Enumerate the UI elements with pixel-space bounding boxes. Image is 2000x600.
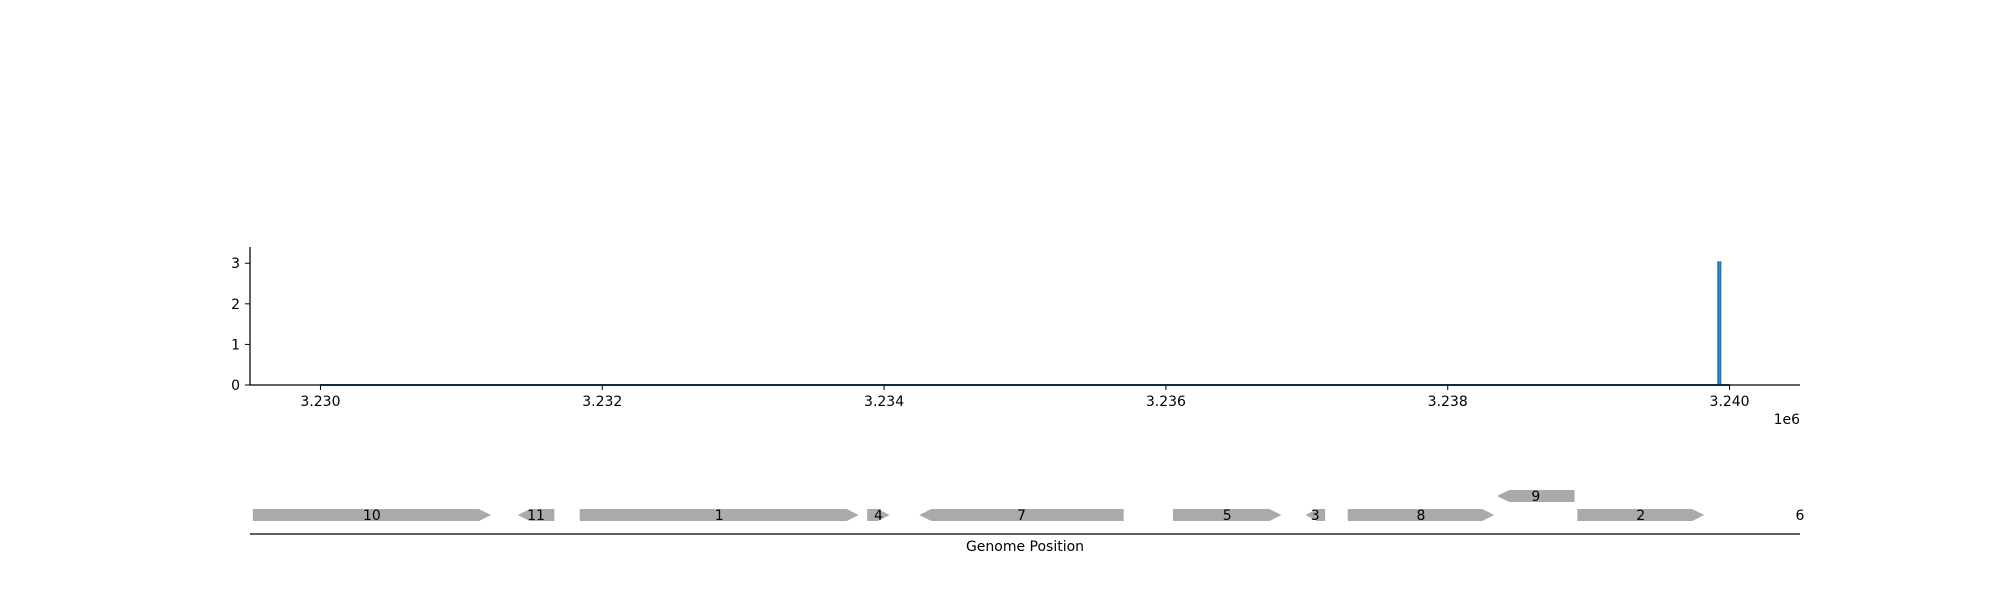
- gene-label: 11: [527, 508, 545, 524]
- gene-label: 2: [1636, 508, 1645, 524]
- y-ticks: 0 1 2 3: [231, 256, 250, 394]
- gene-label: 10: [363, 508, 381, 524]
- gene-arrow: [1577, 509, 1705, 521]
- gene-arrow: [919, 509, 1124, 521]
- gene-label: 5: [1223, 508, 1232, 524]
- y-tick-label: 2: [231, 297, 240, 313]
- gene-arrow: [1172, 509, 1282, 521]
- gene-axis-label: Genome Position: [966, 539, 1084, 555]
- y-tick-label: 1: [231, 337, 240, 353]
- gene-label: 9: [1531, 489, 1540, 505]
- signal-series-line: [320, 261, 1730, 386]
- signal-marks: [320, 261, 1730, 386]
- gene-label: 4: [874, 508, 883, 524]
- gene-arrow: [579, 509, 859, 521]
- gene-label: 6: [1796, 508, 1805, 524]
- signal-plot: 0 1 2 3 3.230 3.232 3.234 3.236 3.238 3.240 1e6: [231, 247, 1800, 428]
- x-tick-label: 3.232: [582, 394, 622, 410]
- gene-arrow: [1305, 509, 1326, 521]
- gene-label: 1: [715, 508, 724, 524]
- gene-label: 3: [1311, 508, 1320, 524]
- gene-label: 7: [1017, 508, 1026, 524]
- x-tick-label: 3.230: [300, 394, 340, 410]
- y-tick-label: 3: [231, 256, 240, 272]
- gene-arrow: [867, 509, 890, 521]
- x-tick-label: 3.234: [864, 394, 904, 410]
- x-offset-label: 1e6: [1774, 412, 1801, 428]
- y-tick-label: 0: [231, 378, 240, 394]
- gene-marks: 10 11 1 4 7 5 3 892 6: [252, 489, 1805, 524]
- gene-track: 10 11 1 4 7 5 3 892 6 Genome Position: [250, 489, 1805, 555]
- x-tick-label: 3.238: [1428, 394, 1468, 410]
- gene-arrow: [517, 509, 555, 521]
- x-tick-label: 3.240: [1709, 394, 1749, 410]
- gene-arrow: [1497, 490, 1575, 502]
- gene-arrow: [1347, 509, 1495, 521]
- x-tick-label: 3.236: [1146, 394, 1186, 410]
- gene-arrow: [252, 509, 491, 521]
- gene-label: 8: [1416, 508, 1425, 524]
- x-ticks: 3.230 3.232 3.234 3.236 3.238 3.240: [300, 385, 1750, 410]
